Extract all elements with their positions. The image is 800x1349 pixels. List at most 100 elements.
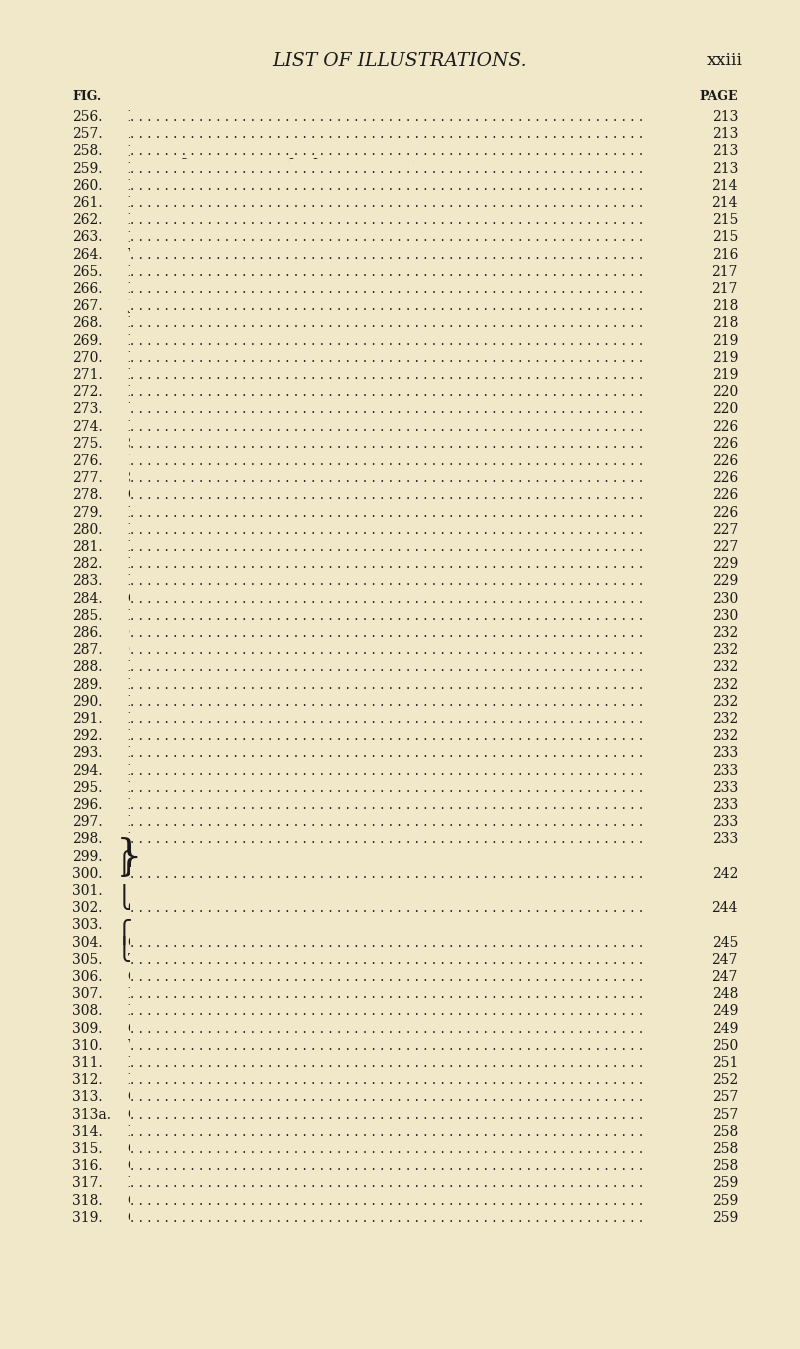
- Text: 307.: 307.: [72, 987, 102, 1001]
- Text: . . . . . . . . . . . . . . . . . . . . . . . . . . . . . . . . . . . . . . . . : . . . . . . . . . . . . . . . . . . . . …: [130, 730, 647, 743]
- Text: 272.: 272.: [72, 386, 102, 399]
- Text: 293.: 293.: [72, 746, 102, 761]
- Text: 259: 259: [712, 1211, 738, 1225]
- Text: 233: 233: [712, 746, 738, 761]
- Text: 257.: 257.: [72, 127, 102, 142]
- Text: Hadden’s filter: Hadden’s filter: [128, 213, 234, 227]
- Text: Hydraulic press: Hydraulic press: [128, 1056, 240, 1070]
- Text: }: }: [116, 838, 142, 880]
- Text: Filtering into a bottle (improper method): Filtering into a bottle (improper method…: [128, 162, 418, 175]
- Text: . . . . . . . . . . . . . . . . . . . . . . . . . . . . . . . . . . . . . . . . : . . . . . . . . . . . . . . . . . . . . …: [130, 764, 647, 777]
- Text: 213: 213: [712, 162, 738, 175]
- Text: 316.: 316.: [72, 1159, 102, 1174]
- Text: . . . . . . . . . . . . . . . . . . . . . . . . . . . . . . . . . . . . . . . . : . . . . . . . . . . . . . . . . . . . . …: [130, 196, 647, 210]
- Text: . . . . . . . . . . . . . . . . . . . . . . . . . . . . . . . . . . . . . . . . : . . . . . . . . . . . . . . . . . . . . …: [130, 832, 647, 846]
- Text: 296.: 296.: [72, 799, 102, 812]
- Text: Plain funnel: Plain funnel: [128, 179, 213, 193]
- Text: Monoclinic octahedron: Monoclinic octahedron: [128, 799, 291, 812]
- Text: 291.: 291.: [72, 712, 102, 726]
- Text: 226: 226: [712, 437, 738, 451]
- Text: . . . . . . . . . . . . . . . . . . . . . . . . . . . . . . . . . . . . . . . . : . . . . . . . . . . . . . . . . . . . . …: [130, 901, 647, 915]
- Text: 257: 257: [712, 1090, 738, 1105]
- Text: 301.: 301.: [72, 884, 102, 898]
- Text: . . . . . . . . . . . . . . . . . . . . . . . . . . . . . . . . . . . . . . . . : . . . . . . . . . . . . . . . . . . . . …: [130, 506, 647, 519]
- Text: 259: 259: [712, 1176, 738, 1190]
- Text: Arrangement of funnel in filtration: Arrangement of funnel in filtration: [128, 127, 374, 142]
- Text: . . . . . . . . . . . . . . . . . . . . . . . . . . . . . . . . . . . . . . . . : . . . . . . . . . . . . . . . . . . . . …: [130, 471, 647, 486]
- Text: Circulatory displacement: Circulatory displacement: [128, 901, 307, 915]
- Text: 317.: 317.: [72, 1176, 102, 1190]
- Text: 229: 229: [712, 575, 738, 588]
- Text: . . . . . . . . . . . . . . . . . . . . . . . . . . . . . . . . . . . . . . . . : . . . . . . . . . . . . . . . . . . . . …: [130, 455, 647, 468]
- Text: Filtration of volatile liquids: Filtration of volatile liquids: [128, 264, 321, 279]
- Text: . . . . . . . . . . . . . . . . . . . . . . . . . . . . . . . . . . . . . . . . : . . . . . . . . . . . . . . . . . . . . …: [130, 162, 647, 175]
- Text: Frame and strainer for precipitates: Frame and strainer for precipitates: [128, 608, 379, 623]
- Text: Troemner’s press: Troemner’s press: [128, 952, 252, 967]
- Text: 220: 220: [712, 386, 738, 399]
- Text: . . . . . . . . . . . . . . . . . . . . . . . . . . . . . . . . . . . . . . . . : . . . . . . . . . . . . . . . . . . . . …: [130, 677, 647, 692]
- Text: 313a.: 313a.: [72, 1108, 111, 1121]
- Text: 251: 251: [712, 1056, 738, 1070]
- Text: 270.: 270.: [72, 351, 102, 364]
- Text: Conical percolator: Conical percolator: [128, 1211, 259, 1225]
- Text: 242: 242: [712, 867, 738, 881]
- Text: 215: 215: [712, 231, 738, 244]
- Text: Rhombic dodecahedron: Rhombic dodecahedron: [128, 661, 296, 674]
- Text: 215: 215: [712, 213, 738, 227]
- Text: . . . . . . . . . . . . . . . . . . . . . . . . . . . . . . . . . . . . . . . . : . . . . . . . . . . . . . . . . . . . . …: [130, 1074, 647, 1087]
- Text: Globe separating funnel: Globe separating funnel: [128, 488, 298, 502]
- Text: . . . . . . . . . . . . . . . . . . . . . . . . . . . . . . . . . . . . . . . . : . . . . . . . . . . . . . . . . . . . . …: [130, 643, 647, 657]
- Text: 248: 248: [712, 987, 738, 1001]
- Text: . . . . . . . . . . . . . . . . . . . . . . . . . . . . . . . . . . . . . . . . : . . . . . . . . . . . . . . . . . . . . …: [130, 523, 647, 537]
- Text: 286.: 286.: [72, 626, 102, 639]
- Text: . . . . . . . . . . . . . . . . . . . . . . . . . . . . . . . . . . . . . . . . : . . . . . . . . . . . . . . . . . . . . …: [130, 351, 647, 364]
- Text: Receiver for heavy and light oils: Receiver for heavy and light oils: [128, 540, 357, 554]
- Text: ⎩: ⎩: [116, 884, 133, 911]
- Text: . . . . . . . . . . . . . . . . . . . . . . . . . . . . . . . . . . . . . . . . : . . . . . . . . . . . . . . . . . . . . …: [130, 317, 647, 331]
- Text: 233: 233: [712, 799, 738, 812]
- Text: 249: 249: [712, 1005, 738, 1018]
- Text: . . . . . . . . . . . . . . . . . . . . . . . . . . . . . . . . . . . . . . . . : . . . . . . . . . . . . . . . . . . . . …: [130, 1108, 647, 1121]
- Text: 261.: 261.: [72, 196, 102, 210]
- Text: 217: 217: [711, 264, 738, 279]
- Text: 303.: 303.: [72, 919, 102, 932]
- Text: 232: 232: [712, 643, 738, 657]
- Text: 309.: 309.: [72, 1021, 102, 1036]
- Text: 277.: 277.: [72, 471, 102, 486]
- Text: LIST OF ILLUSTRATIONS.: LIST OF ILLUSTRATIONS.: [273, 53, 527, 70]
- Text: 304.: 304.: [72, 936, 102, 950]
- Text: . . . . . . . . . . . . . . . . . . . . . . . . . . . . . . . . . . . . . . . . : . . . . . . . . . . . . . . . . . . . . …: [130, 1159, 647, 1174]
- Text: 258: 258: [712, 1125, 738, 1139]
- Text: Hot filtration: Hot filtration: [128, 317, 220, 331]
- Text: 292.: 292.: [72, 730, 102, 743]
- Text: 247: 247: [711, 952, 738, 967]
- Text: Oldberg’s percolator: Oldberg’s percolator: [128, 1143, 275, 1156]
- Text: 267.: 267.: [72, 299, 102, 313]
- Text: Vacuum-pump: Vacuum-pump: [128, 402, 229, 417]
- Text: 288.: 288.: [72, 661, 102, 674]
- Text: 219: 219: [712, 351, 738, 364]
- Text: George’s double-screw press: George’s double-screw press: [128, 1021, 333, 1036]
- Text: . . . . . . . . . . . . . . . . . . . . . . . . . . . . . . . . . . . . . . . . : . . . . . . . . . . . . . . . . . . . . …: [130, 248, 647, 262]
- Text: 226: 226: [712, 455, 738, 468]
- Text: 263.: 263.: [72, 231, 102, 244]
- Text: 232: 232: [712, 626, 738, 639]
- Text: Octahedron: Octahedron: [128, 643, 211, 657]
- Text: 216: 216: [712, 248, 738, 262]
- Text: 318.: 318.: [72, 1194, 102, 1207]
- Text: Separating funnel: Separating funnel: [128, 471, 255, 486]
- Text: 268.: 268.: [72, 317, 102, 331]
- Text: Pipette: Pipette: [128, 455, 178, 468]
- Text: Officinal percolation: Officinal percolation: [128, 1108, 273, 1121]
- Text: . . . . . . . . . . . . . . . . . . . . . . . . . . . . . . . . . . . . . . . . : . . . . . . . . . . . . . . . . . . . . …: [130, 144, 647, 158]
- Text: 314.: 314.: [72, 1125, 102, 1139]
- Text: Rhombic pyramid: Rhombic pyramid: [128, 712, 254, 726]
- Text: 214: 214: [711, 179, 738, 193]
- Text: 264.: 264.: [72, 248, 102, 262]
- Text: . . . . . . . . . . . . . . . . . . . . . . . . . . . . . . . . . . . . . . . . : . . . . . . . . . . . . . . . . . . . . …: [130, 695, 647, 708]
- Text: ⎩: ⎩: [116, 936, 133, 962]
- Text: Plain percolator: Plain percolator: [128, 1125, 242, 1139]
- Text: . . . . . . . . . . . . . . . . . . . . . . . . . . . . . . . . . . . . . . . . : . . . . . . . . . . . . . . . . . . . . …: [130, 1005, 647, 1018]
- Text: . . . . . . . . . . . . . . . . . . . . . . . . . . . . . . . . . . . . . . . . : . . . . . . . . . . . . . . . . . . . . …: [130, 437, 647, 451]
- Text: . . . . . . . . . . . . . . . . . . . . . . . . . . . . . . . . . . . . . . . . : . . . . . . . . . . . . . . . . . . . . …: [130, 488, 647, 502]
